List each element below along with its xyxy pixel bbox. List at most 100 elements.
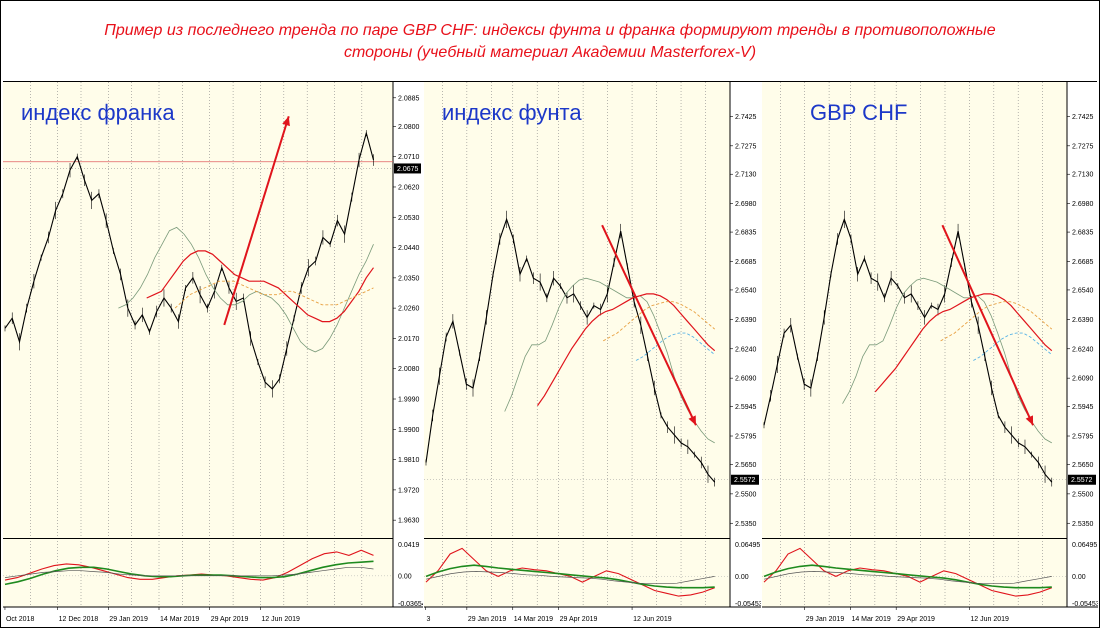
y-tick-label: 2.7130	[1072, 172, 1094, 179]
y-tick-label: 2.6540	[1072, 287, 1094, 294]
y-tick-label: 2.0170	[398, 336, 420, 343]
y-tick-label: 2.5350	[735, 521, 757, 528]
y-tick-label: 2.7425	[735, 114, 757, 121]
y-tick-label: 2.0710	[398, 154, 420, 161]
moving-average-line	[940, 301, 1053, 342]
moving-average-line	[602, 301, 715, 342]
y-tick-label: 2.6390	[735, 317, 757, 324]
x-tick-label: 29 Jan 2019	[109, 616, 148, 623]
current-price-box	[731, 474, 759, 485]
current-price-box	[1068, 474, 1096, 485]
current-price-label: 2.5572	[1071, 477, 1093, 484]
y-tick-label: 1.9630	[398, 518, 420, 525]
chart-panel-gbpchf: 2.7425 2.7275 2.7130 2.6980 2.6835 2.6685 2.65…	[762, 82, 1098, 627]
y-tick-label: 2.6540	[735, 287, 757, 294]
date-axis-area	[3, 607, 423, 627]
trend-arrow-head	[282, 116, 290, 127]
oscillator-line	[425, 547, 715, 597]
y-tick-label: 2.5795	[1072, 434, 1094, 441]
oscillator-line	[763, 547, 1052, 597]
y-tick-label: 2.7425	[1072, 114, 1094, 121]
oscillator-line	[425, 571, 715, 585]
oscillator-tick-label: 0.00	[735, 574, 749, 581]
trend-arrow-line	[941, 224, 1034, 426]
oscillator-line	[763, 571, 1052, 585]
chart-title: индекс фунта	[442, 100, 582, 125]
y-tick-label: 2.0350	[398, 275, 420, 282]
price-series-line	[4, 130, 375, 390]
y-tick-label: 2.0885	[398, 95, 420, 102]
y-tick-label: 2.5500	[1072, 491, 1094, 498]
oscillator-tick-label: -0.05453	[1072, 601, 1098, 608]
oscillator-tick-label: 0.0419	[398, 542, 420, 549]
x-tick-label: 3	[427, 616, 431, 623]
y-tick-label: 1.9720	[398, 487, 420, 494]
y-tick-label: 1.9810	[398, 457, 420, 464]
oscillator-tick-label: 0.06495	[1072, 542, 1097, 549]
oscillator-line	[4, 560, 374, 586]
price-axis-area	[1067, 82, 1098, 607]
y-tick-label: 2.6685	[735, 259, 757, 266]
date-axis-area	[762, 607, 1098, 627]
oscillator-tick-label: 0.00	[398, 573, 412, 580]
x-tick-label: 14 Mar 2019	[160, 616, 199, 623]
moving-average-line	[973, 332, 1053, 361]
y-tick-label: 2.5945	[1072, 404, 1094, 411]
oscillator-line	[763, 564, 1052, 589]
moving-average-line	[635, 332, 715, 361]
caption-box: Пример из последнего тренда по паре GBP …	[3, 3, 1097, 82]
moving-average-line	[874, 293, 1053, 393]
current-price-label: 2.0675	[397, 166, 419, 173]
oscillator-tick-label: 0.06495	[735, 542, 760, 549]
caption-text: Пример из последнего тренда по паре GBP …	[104, 22, 996, 61]
x-tick-label: 29 Apr 2019	[560, 616, 598, 623]
current-price-label: 2.5572	[734, 477, 756, 484]
moving-average-line	[146, 250, 374, 323]
y-tick-label: 2.6835	[735, 230, 757, 237]
y-tick-label: 2.6240	[735, 346, 757, 353]
trend-arrow-head	[688, 415, 696, 426]
x-tick-label: 12 Jun 2019	[633, 616, 672, 623]
x-tick-label: 29 Apr 2019	[897, 616, 935, 623]
x-tick-label: 14 Mar 2019	[514, 616, 553, 623]
y-tick-label: 2.6835	[1072, 230, 1094, 237]
y-tick-label: 2.7275	[1072, 143, 1094, 150]
y-tick-label: 1.9900	[398, 427, 420, 434]
y-tick-label: 2.6980	[1072, 201, 1094, 208]
trend-arrow-line	[223, 115, 290, 326]
date-axis-area	[424, 607, 761, 627]
y-tick-label: 1.9990	[398, 397, 420, 404]
x-tick-label: 12 Jun 2019	[261, 616, 300, 623]
price-axis-area	[730, 82, 761, 607]
trend-arrow-head	[1025, 415, 1034, 426]
moving-average-line	[537, 293, 716, 406]
x-tick-label: 29 Apr 2019	[211, 616, 249, 623]
moving-average-line	[842, 277, 1052, 444]
oscillator-tick-label: -0.05453	[735, 601, 761, 608]
price-series-line	[763, 217, 1053, 483]
y-tick-label: 2.5500	[735, 491, 757, 498]
trend-arrow-line	[601, 224, 697, 426]
y-tick-label: 2.6980	[735, 201, 757, 208]
x-tick-label: 29 Jan 2019	[468, 616, 507, 623]
chart-panel-franc-index: 2.0885 2.0800 2.0710 2.0620 2.0530 2.0440 2.03…	[3, 82, 423, 627]
y-tick-label: 2.6090	[1072, 376, 1094, 383]
x-tick-label: 29 Jan 2019	[806, 616, 845, 623]
y-tick-label: 2.6390	[1072, 317, 1094, 324]
y-tick-label: 2.0440	[398, 245, 420, 252]
x-tick-label: 14 Mar 2019	[851, 616, 890, 623]
y-tick-label: 2.5795	[735, 434, 757, 441]
x-tick-label: Oct 2018	[6, 616, 35, 623]
plot-background	[762, 82, 1067, 607]
moving-average-line	[174, 280, 374, 309]
y-tick-label: 2.6090	[735, 376, 757, 383]
y-tick-label: 2.5650	[1072, 462, 1094, 469]
chart-title: индекс франка	[21, 100, 175, 125]
oscillator-line	[425, 564, 715, 589]
plot-background	[424, 82, 730, 607]
y-tick-label: 2.6685	[1072, 259, 1094, 266]
y-tick-label: 2.5945	[735, 404, 757, 411]
x-tick-label: 12 Dec 2018	[59, 616, 99, 623]
x-tick-label: 12 Jun 2019	[970, 616, 1009, 623]
